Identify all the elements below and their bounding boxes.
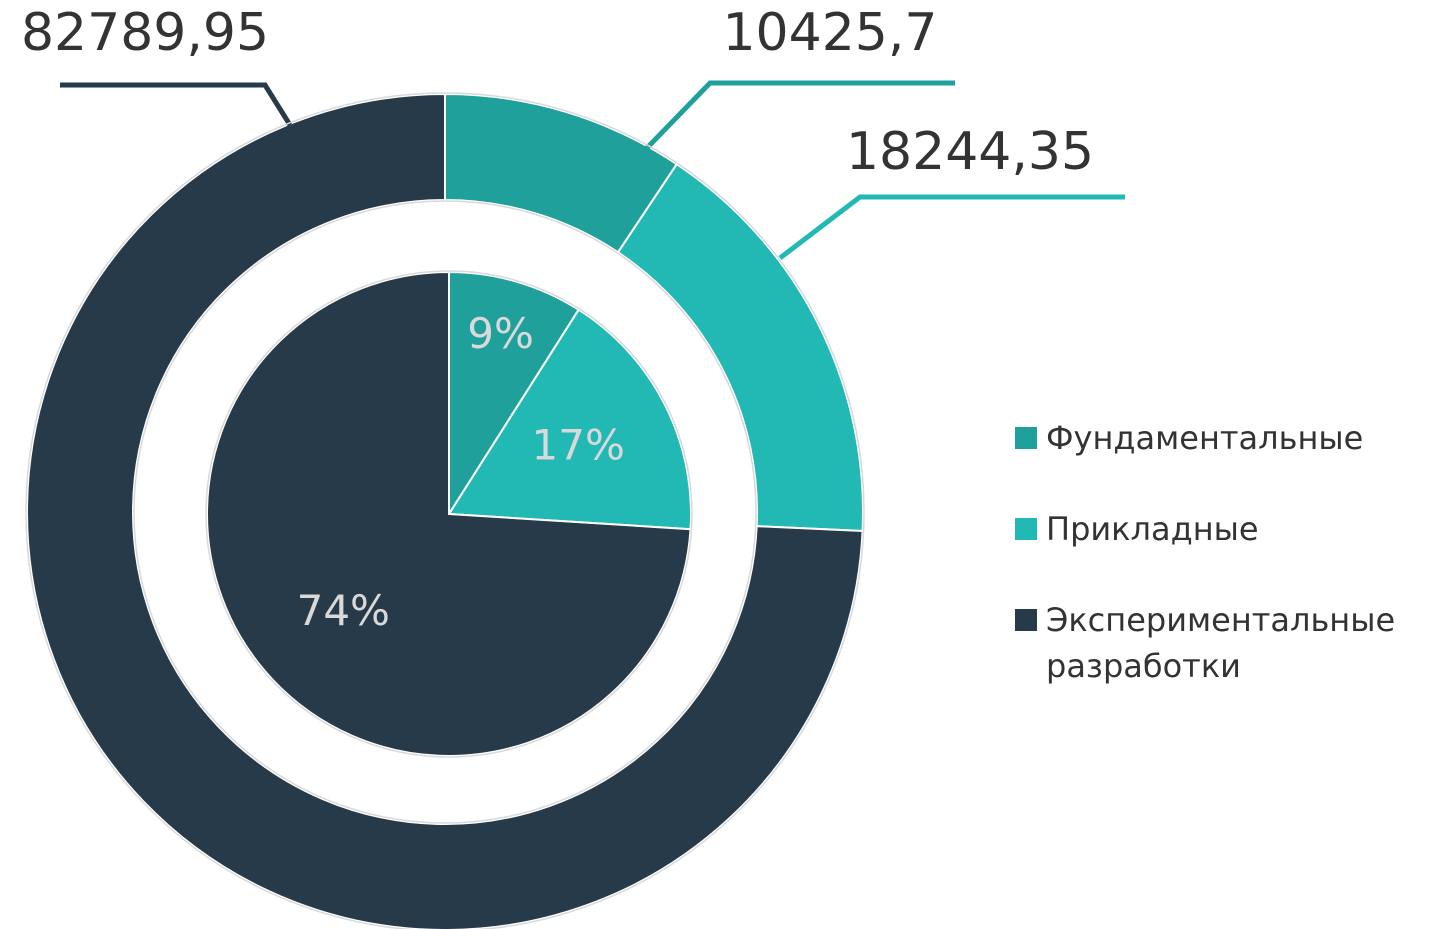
legend-swatch [1015, 427, 1037, 449]
ring-outline [25, 92, 865, 929]
legend-item: Фундаментальные [1015, 415, 1445, 461]
data-label: 17% [532, 421, 625, 470]
legend: Фундаментальные Прикладные Экспериментальн… [1015, 415, 1445, 734]
legend-label: Прикладные [1046, 510, 1259, 548]
data-label: 18244,35 [846, 122, 1094, 182]
pie-slice [206, 270, 692, 757]
leader-line [778, 194, 1125, 260]
pie-outline [205, 270, 693, 758]
ring-outline [133, 200, 757, 824]
legend-swatch [1015, 609, 1037, 631]
data-label: 9% [467, 309, 534, 358]
legend-item: Экспериментальные разработки [1015, 597, 1445, 689]
pie-slice [447, 308, 692, 531]
data-label: 82789,95 [21, 3, 269, 63]
legend-item: Прикладные [1015, 506, 1445, 552]
data-label: 10425,7 [722, 3, 937, 63]
leader-line [60, 82, 293, 127]
legend-swatch [1015, 518, 1037, 540]
legend-label: Экспериментальные разработки [1046, 601, 1396, 685]
leader-line [643, 80, 955, 152]
pie-slice [448, 270, 581, 518]
legend-label: Фундаментальные [1046, 419, 1364, 457]
data-label: 74% [297, 586, 390, 635]
